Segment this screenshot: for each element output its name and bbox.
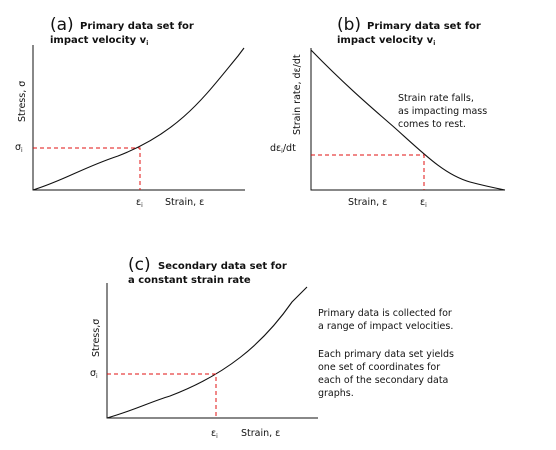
panel-c-title-line2: a constant strain rate bbox=[128, 275, 251, 286]
panel-c-letter: (c) bbox=[128, 255, 151, 275]
panel-b-note-line-1: Strain rate falls, bbox=[398, 93, 474, 104]
panel-a-title-line2: impact velocity vi bbox=[50, 35, 148, 47]
panel-c-curve bbox=[106, 286, 308, 419]
panel-b-curve bbox=[310, 49, 506, 191]
panel-c-axes bbox=[106, 283, 318, 419]
panel-a-x-tick: εi bbox=[136, 197, 143, 209]
panel-a: (a) Primary data set for impact velocity… bbox=[15, 15, 245, 209]
panel-b-note-line-3: comes to rest. bbox=[398, 119, 466, 130]
panel-c-y-axis-label: Stress,σ bbox=[91, 319, 102, 357]
panel-b-x-axis-label: Strain, ε bbox=[348, 197, 387, 208]
panel-b-letter: (b) bbox=[337, 15, 361, 35]
panel-b-x-tick: εi bbox=[420, 197, 427, 209]
panel-a-guide-lines bbox=[33, 147, 141, 190]
panel-c: (c) Secondary data set for a constant st… bbox=[90, 255, 318, 440]
note-para1-line-2: a range of impact velocities. bbox=[318, 321, 453, 332]
note-para2-line-2: one set of coordinates for bbox=[318, 362, 440, 373]
note-para2-line-3: each of the secondary data bbox=[318, 375, 448, 386]
panel-a-curve bbox=[32, 47, 245, 191]
notes: Primary data is collected for a range of… bbox=[318, 308, 454, 399]
panel-b-title-line2: impact velocity vi bbox=[337, 35, 435, 47]
panel-a-title-line1: Primary data set for bbox=[80, 21, 194, 32]
panel-c-x-axis-label: Strain, ε bbox=[241, 428, 280, 439]
note-para2-line-1: Each primary data set yields bbox=[318, 349, 454, 360]
panel-a-y-axis-label: Stress, σ bbox=[17, 81, 28, 122]
panel-a-axes bbox=[32, 45, 245, 191]
panel-b: (b) Primary data set for impact velocity… bbox=[270, 15, 506, 209]
panel-c-guide-lines bbox=[107, 373, 217, 418]
panel-c-y-tick: σi bbox=[90, 368, 98, 380]
panel-b-y-tick: dεi/dt bbox=[270, 143, 296, 155]
panel-b-y-axis-label: Strain rate, dε/dt bbox=[292, 54, 303, 135]
panel-b-axes bbox=[310, 48, 505, 191]
panel-a-x-axis-label: Strain, ε bbox=[165, 197, 204, 208]
panel-b-guide-lines bbox=[311, 154, 425, 190]
note-para2-line-4: graphs. bbox=[318, 388, 354, 399]
panel-b-note-line-2: as impacting mass bbox=[398, 106, 487, 117]
panel-c-title-line1: Secondary data set for bbox=[158, 261, 287, 272]
panel-c-x-tick: εi bbox=[211, 428, 218, 440]
note-para1-line-1: Primary data is collected for bbox=[318, 308, 452, 319]
panel-a-y-tick: σi bbox=[15, 142, 23, 154]
panel-a-letter: (a) bbox=[50, 15, 74, 35]
panel-b-title-line1: Primary data set for bbox=[367, 21, 481, 32]
